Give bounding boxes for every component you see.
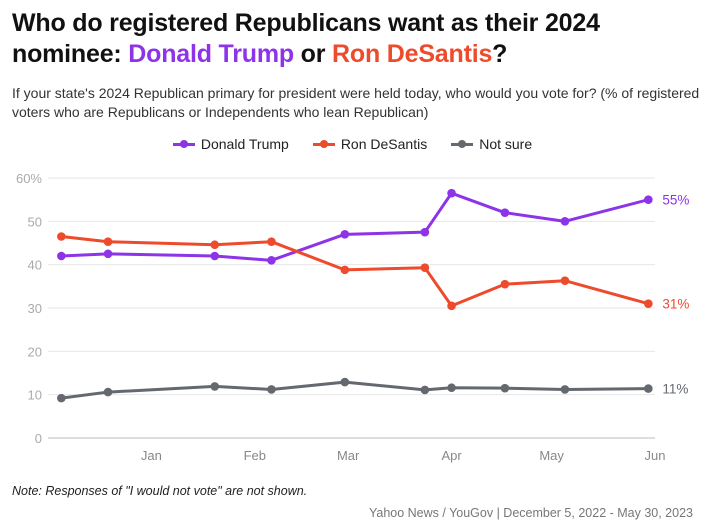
- data-point-not-sure: [447, 383, 456, 393]
- data-point-ron-desantis: [560, 276, 570, 285]
- x-tick-label: Jun: [645, 448, 666, 463]
- data-point-donald-trump: [500, 208, 510, 217]
- data-point-not-sure: [57, 393, 66, 403]
- data-point-not-sure: [644, 384, 653, 393]
- title-suffix: ?: [492, 40, 508, 68]
- data-point-donald-trump: [340, 230, 350, 239]
- data-point-ron-desantis: [447, 301, 456, 311]
- y-tick-label: 10: [28, 388, 42, 403]
- data-point-not-sure: [560, 385, 570, 394]
- chart-title: Who do registered Republicans want as th…: [12, 8, 692, 70]
- line-chart: 0 10 20 30 40 50 60% Jan Feb Mar Apr May Jun 55% 31% 11…: [16, 171, 689, 463]
- legend-item-desantis: Ron DeSantis: [312, 136, 428, 152]
- data-point-donald-trump: [267, 256, 276, 265]
- data-point-ron-desantis: [500, 279, 510, 289]
- data-point-donald-trump: [560, 217, 570, 226]
- legend-item-trump: Donald Trump: [172, 136, 289, 152]
- title-trump: Donald Trump: [128, 40, 294, 68]
- data-point-not-sure: [267, 385, 276, 394]
- y-tick-label: 40: [28, 258, 42, 273]
- title-middle: or: [293, 40, 333, 68]
- data-point-donald-trump: [447, 188, 456, 198]
- legend-item-not-sure: Not sure: [451, 136, 532, 152]
- legend-label-not-sure: Not sure: [479, 136, 533, 152]
- data-point-ron-desantis: [644, 299, 653, 308]
- title-desantis: Ron DeSantis: [332, 40, 493, 68]
- legend-swatch-desantis: [312, 139, 335, 148]
- data-point-donald-trump: [57, 251, 66, 261]
- end-label-ron-desantis: 31%: [662, 297, 689, 312]
- y-tick-label: 60%: [16, 171, 42, 186]
- data-point-donald-trump: [644, 195, 653, 204]
- end-label-donald-trump: 55%: [662, 193, 689, 208]
- legend-swatch-not-sure: [451, 139, 474, 148]
- y-tick-label: 50: [28, 214, 42, 229]
- x-tick-label: May: [539, 448, 564, 463]
- y-tick-label: 20: [28, 344, 42, 359]
- data-point-donald-trump: [103, 249, 113, 259]
- y-tick-label: 0: [35, 431, 42, 446]
- series-line-not-sure: [59, 380, 650, 400]
- x-tick-label: Apr: [441, 448, 462, 463]
- data-point-not-sure: [210, 382, 220, 391]
- data-point-ron-desantis: [210, 240, 220, 250]
- data-point-ron-desantis: [267, 237, 276, 246]
- legend-swatch-trump: [172, 139, 195, 148]
- data-point-not-sure: [420, 385, 430, 395]
- data-point-not-sure: [103, 387, 113, 397]
- title-prefix: Who do registered Republicans want as th…: [12, 9, 600, 68]
- x-tick-label: Jan: [141, 448, 162, 463]
- data-point-not-sure: [340, 377, 350, 387]
- footnote: Note: Responses of "I would not vote" ar…: [12, 484, 308, 498]
- data-point-ron-desantis: [420, 263, 430, 272]
- data-point-ron-desantis: [340, 265, 350, 275]
- chart-subtitle: If your state's 2024 Republican primary …: [12, 85, 700, 120]
- data-point-not-sure: [500, 383, 510, 393]
- source-credit: Yahoo News / YouGov | December 5, 2022 -…: [368, 506, 693, 520]
- chart-legend: Donald Trump Ron DeSantis Not sure: [0, 136, 705, 152]
- x-tick-label: Feb: [244, 448, 266, 463]
- legend-label-trump: Donald Trump: [200, 136, 289, 152]
- y-tick-label: 30: [28, 301, 42, 316]
- legend-label-desantis: Ron DeSantis: [340, 136, 428, 152]
- end-label-not-sure: 11%: [662, 382, 688, 397]
- data-point-donald-trump: [210, 251, 220, 261]
- x-tick-label: Mar: [337, 448, 360, 463]
- data-point-donald-trump: [420, 227, 430, 237]
- series-line-ron-desantis: [59, 235, 650, 308]
- series-line-donald-trump: [59, 191, 650, 262]
- data-point-ron-desantis: [57, 232, 66, 241]
- data-point-ron-desantis: [103, 237, 113, 246]
